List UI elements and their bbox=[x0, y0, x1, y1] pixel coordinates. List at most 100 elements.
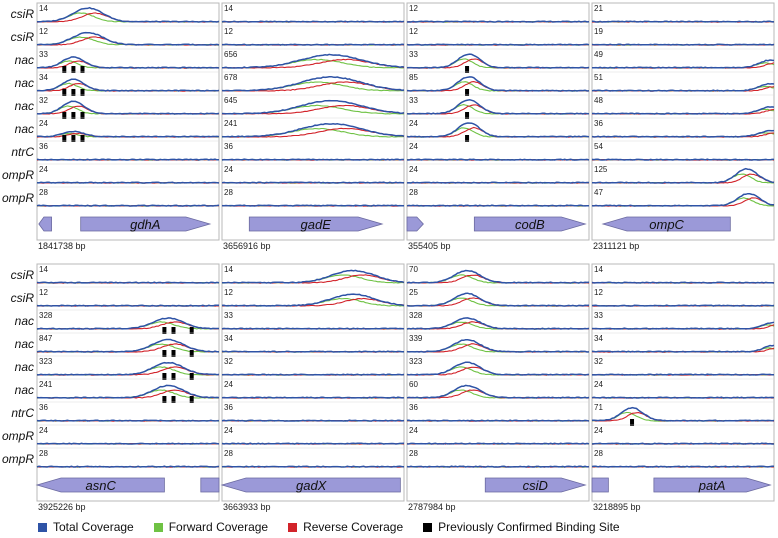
total-coverage-line bbox=[36, 465, 220, 468]
binding-site-marker bbox=[71, 66, 76, 73]
track-max-value: 24 bbox=[224, 426, 233, 435]
binding-site-marker bbox=[465, 135, 470, 142]
track-max-value: 32 bbox=[594, 357, 603, 366]
track-label: csiR bbox=[11, 291, 35, 305]
total-coverage-line bbox=[406, 419, 590, 422]
total-coverage-line bbox=[406, 158, 590, 161]
total-coverage-line bbox=[221, 396, 405, 399]
total-coverage-line bbox=[406, 361, 590, 376]
binding-site-marker bbox=[162, 396, 167, 403]
total-coverage-line bbox=[406, 269, 590, 284]
gene-name: gadX bbox=[296, 478, 328, 493]
total-coverage-line bbox=[221, 419, 405, 422]
legend-label-site: Previously Confirmed Binding Site bbox=[438, 520, 620, 534]
track-label: ntrC bbox=[11, 406, 34, 420]
column-frame bbox=[36, 2, 220, 241]
total-coverage-line bbox=[221, 53, 405, 69]
genome-coordinate: 355405 bp bbox=[408, 241, 451, 251]
total-coverage-line bbox=[406, 465, 590, 468]
track-label: nac bbox=[15, 360, 34, 374]
track-max-value: 241 bbox=[39, 380, 53, 389]
gene-arrow bbox=[484, 477, 587, 493]
track-max-value: 12 bbox=[409, 4, 418, 13]
gene-name: codB bbox=[515, 217, 545, 232]
genome-coordinate: 1841738 bp bbox=[38, 241, 86, 251]
genome-coordinate: 2311121 bp bbox=[593, 241, 639, 251]
gene-arrow bbox=[80, 216, 212, 232]
total-coverage-line bbox=[221, 204, 404, 207]
total-coverage-line bbox=[36, 361, 220, 376]
track-max-value: 28 bbox=[39, 188, 48, 197]
track-max-value: 36 bbox=[594, 119, 603, 128]
track-label: nac bbox=[15, 122, 34, 136]
binding-site-marker bbox=[80, 66, 85, 73]
track-label: nac bbox=[15, 76, 34, 90]
binding-site-marker bbox=[71, 89, 76, 96]
total-coverage-line bbox=[221, 350, 404, 353]
total-coverage-line bbox=[406, 442, 590, 445]
track-max-value: 28 bbox=[39, 449, 48, 458]
gene-name: asnC bbox=[86, 478, 117, 493]
track-max-value: 70 bbox=[409, 265, 418, 274]
track-max-value: 24 bbox=[409, 119, 418, 128]
total-coverage-line bbox=[406, 292, 590, 307]
total-coverage-line bbox=[591, 43, 775, 46]
track-max-value: 85 bbox=[409, 73, 418, 82]
track-max-value: 14 bbox=[39, 4, 48, 13]
total-coverage-line bbox=[591, 373, 775, 376]
total-coverage-line bbox=[36, 317, 219, 330]
binding-site-marker bbox=[465, 89, 470, 96]
track-max-value: 12 bbox=[409, 27, 418, 36]
track-max-value: 28 bbox=[594, 449, 603, 458]
total-coverage-line bbox=[591, 82, 775, 92]
binding-site-marker bbox=[189, 396, 194, 403]
track-max-value: 656 bbox=[224, 50, 238, 59]
track-max-value: 24 bbox=[409, 165, 418, 174]
track-label: ntrC bbox=[11, 145, 34, 159]
legend-item-site: Previously Confirmed Binding Site bbox=[423, 520, 620, 534]
column-frame bbox=[221, 2, 405, 241]
total-coverage-line bbox=[36, 158, 220, 161]
binding-site-marker bbox=[189, 350, 194, 357]
legend-swatch-site bbox=[423, 522, 433, 532]
total-coverage-line bbox=[591, 304, 775, 307]
track-max-value: 24 bbox=[39, 165, 48, 174]
binding-site-marker bbox=[630, 419, 635, 426]
track-max-value: 678 bbox=[224, 73, 238, 82]
track-max-value: 328 bbox=[39, 311, 53, 320]
track-max-value: 14 bbox=[224, 265, 233, 274]
track-max-value: 36 bbox=[39, 403, 48, 412]
binding-site-marker bbox=[62, 135, 67, 142]
total-coverage-line bbox=[406, 99, 590, 115]
gene-arrow bbox=[38, 216, 52, 232]
total-coverage-line bbox=[406, 339, 590, 353]
total-coverage-line bbox=[221, 269, 405, 284]
total-coverage-line bbox=[222, 43, 405, 46]
legend-item-reverse: Reverse Coverage bbox=[288, 520, 403, 534]
binding-site-marker bbox=[171, 396, 176, 403]
total-coverage-line bbox=[406, 122, 590, 138]
total-coverage-line bbox=[406, 20, 590, 23]
gene-arrow bbox=[248, 216, 384, 232]
track-max-value: 323 bbox=[409, 357, 423, 366]
total-coverage-line bbox=[591, 344, 775, 353]
track-max-value: 24 bbox=[224, 380, 233, 389]
binding-site-marker bbox=[162, 373, 167, 380]
legend-swatch-forward bbox=[153, 522, 163, 532]
column-frame bbox=[591, 263, 775, 502]
total-coverage-line bbox=[221, 327, 405, 330]
total-coverage-line bbox=[406, 76, 589, 92]
column-frame bbox=[36, 263, 220, 502]
legend: Total Coverage Forward Coverage Reverse … bbox=[38, 519, 640, 535]
total-coverage-line bbox=[221, 75, 405, 92]
binding-site-marker bbox=[189, 327, 194, 334]
track-max-value: 323 bbox=[39, 357, 53, 366]
track-max-value: 33 bbox=[594, 311, 603, 320]
total-coverage-line bbox=[591, 167, 775, 184]
total-coverage-line bbox=[591, 396, 775, 399]
legend-label-forward: Forward Coverage bbox=[168, 520, 269, 534]
total-coverage-line bbox=[36, 384, 220, 399]
gene-arrow bbox=[473, 216, 587, 232]
binding-site-marker bbox=[162, 350, 167, 357]
track-label: ompR bbox=[2, 191, 34, 205]
